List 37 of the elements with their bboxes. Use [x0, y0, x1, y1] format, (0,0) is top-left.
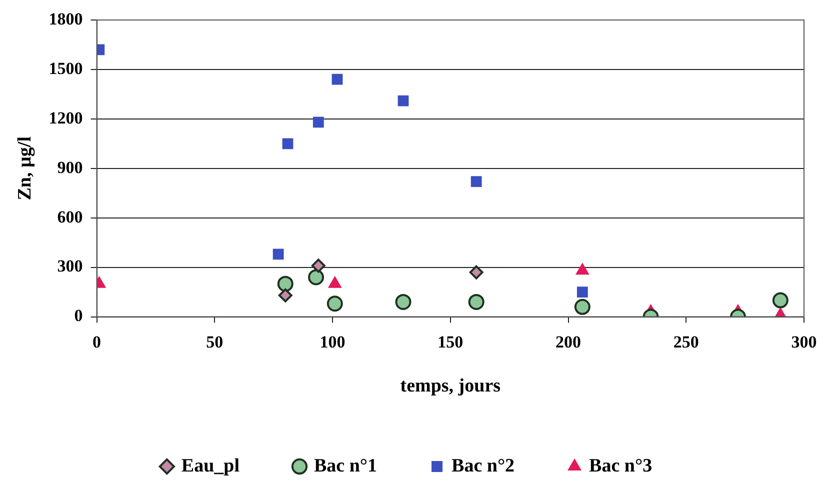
point	[308, 269, 324, 286]
legend-label: Eau_pl	[181, 455, 240, 476]
x-tick-label: 50	[206, 332, 224, 352]
x-tick-label: 250	[673, 332, 699, 352]
point	[469, 265, 484, 280]
y-tick-label: 0	[74, 306, 83, 326]
legend-label: Bac n°1	[314, 455, 378, 476]
y-tick-label: 1200	[48, 108, 83, 128]
point	[272, 248, 284, 260]
x-tick-label: 200	[556, 332, 582, 352]
x-tick-label: 0	[92, 332, 102, 352]
y-tick-label: 900	[57, 158, 83, 177]
legend-label: Bac n°3	[589, 455, 652, 476]
point	[312, 116, 324, 128]
y-axis-title: Zn, µg/l	[14, 136, 36, 200]
point	[332, 74, 343, 85]
y-tick-label: 300	[57, 256, 83, 276]
point	[772, 292, 788, 308]
x-tick-label: 100	[320, 332, 346, 352]
point	[278, 288, 292, 302]
point	[398, 95, 409, 106]
point	[311, 258, 326, 273]
point	[576, 286, 588, 298]
point	[326, 296, 343, 312]
point	[395, 294, 412, 310]
y-tick-label: 1800	[48, 9, 83, 28]
x-tick-label: 300	[791, 332, 817, 352]
y-tick-label: 600	[57, 207, 83, 226]
x-axis-title: temps, jours	[400, 376, 501, 397]
point	[468, 294, 484, 310]
legend-label: Bac n°2	[452, 455, 515, 476]
point	[470, 176, 482, 188]
point	[574, 298, 590, 315]
point	[277, 276, 294, 292]
y-tick-label: 1500	[48, 58, 83, 78]
x-tick-label: 150	[438, 332, 464, 352]
point	[282, 138, 294, 150]
